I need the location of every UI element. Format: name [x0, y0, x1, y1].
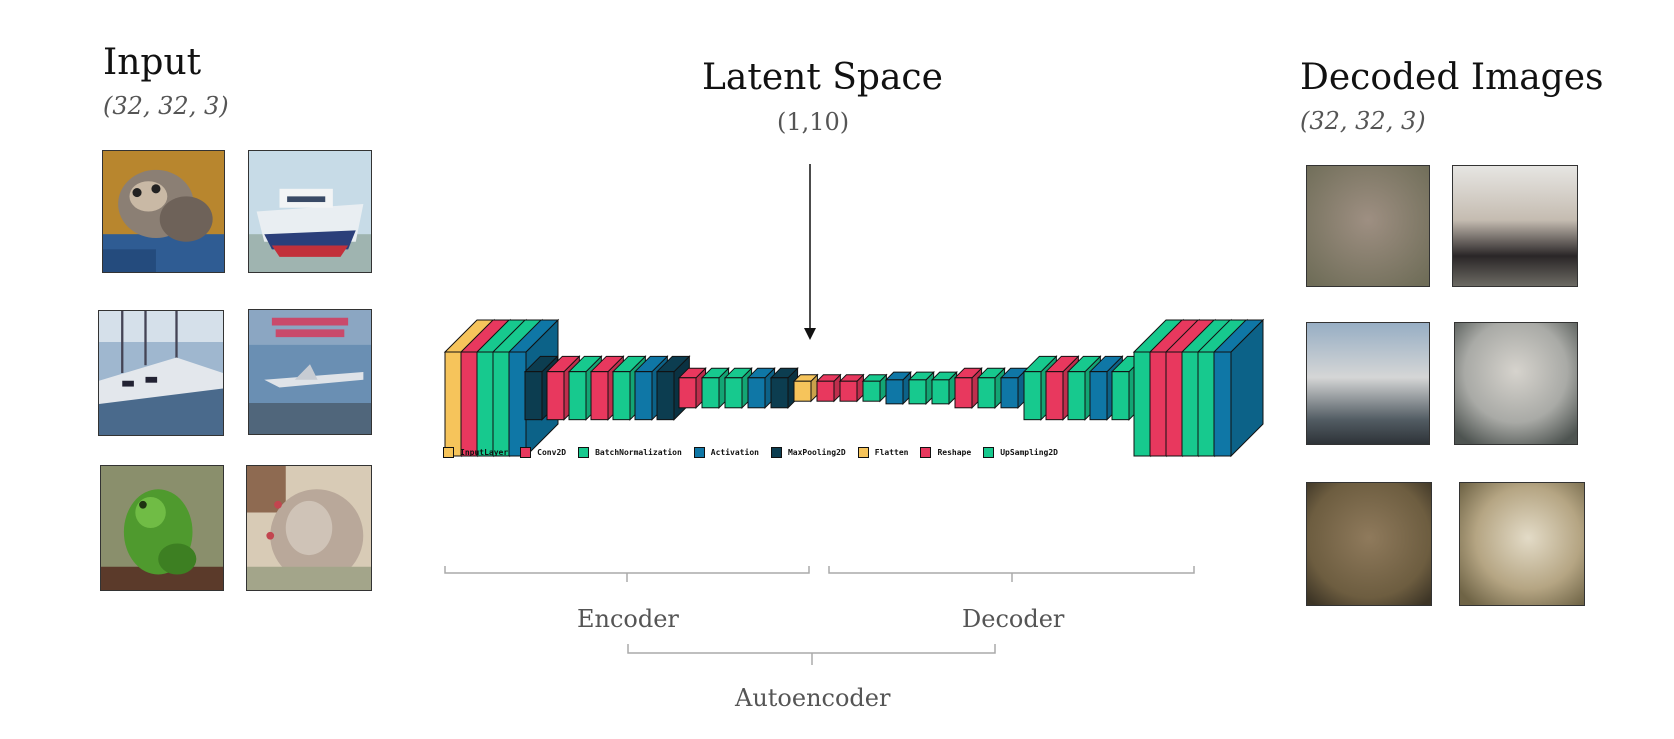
layer-block-activation	[1212, 318, 1265, 458]
legend-swatch	[443, 447, 454, 458]
layer-block-activation	[884, 370, 912, 406]
legend-swatch	[983, 447, 995, 458]
input-image-ship	[248, 150, 372, 273]
legend-swatch	[920, 447, 932, 458]
legend-swatch	[693, 447, 705, 458]
latent-shape: (1,10)	[777, 108, 850, 136]
legend-swatch	[520, 447, 532, 458]
encoder-label: Encoder	[577, 605, 679, 633]
layer-legend: InputLayer Conv2D BatchNormalization Activa…	[443, 447, 1070, 458]
decoded-title: Decoded Images	[1300, 57, 1604, 98]
input-shape: (32, 32, 3)	[103, 92, 229, 120]
legend-label: InputLayer	[460, 448, 509, 457]
legend-item-reshape: Reshape	[920, 447, 971, 458]
legend-label: Conv2D	[537, 448, 567, 457]
legend-label: MaxPooling2D	[787, 448, 846, 457]
decoded-image-5	[1306, 482, 1432, 606]
legend-swatch	[770, 447, 782, 458]
legend-item-upsampling2d: UpSampling2D	[983, 447, 1058, 458]
autoencoder-label: Autoencoder	[735, 684, 891, 712]
input-image-cat-face	[246, 465, 372, 591]
layer-block-batchnormalization	[907, 370, 935, 406]
decoded-image-4	[1454, 322, 1578, 445]
legend-label: Flatten	[874, 448, 909, 457]
legend-swatch	[857, 447, 869, 458]
layer-block-upsampling2d	[930, 370, 958, 406]
latent-arrow-head	[804, 328, 816, 340]
legend-swatch	[578, 447, 590, 458]
layer-block-conv2d	[838, 373, 865, 403]
input-image-cat	[102, 150, 225, 273]
legend-item-activation: Activation	[693, 447, 759, 458]
layer-block-reshape	[815, 373, 842, 403]
legend-label: UpSampling2D	[1000, 448, 1058, 457]
layer-block-flatten	[792, 373, 819, 403]
decoded-shape: (32, 32, 3)	[1300, 107, 1426, 135]
input-image-airplane-poster	[248, 309, 372, 435]
input-image-boat	[98, 310, 224, 436]
latent-title: Latent Space	[702, 57, 943, 98]
legend-item-inputlayer: InputLayer	[443, 447, 508, 458]
input-title: Input	[103, 42, 202, 83]
decoded-image-3	[1306, 322, 1430, 445]
legend-item-batchnormalization: BatchNormalization	[578, 447, 682, 458]
decoder-label: Decoder	[962, 605, 1065, 633]
legend-label: Reshape	[937, 448, 972, 457]
legend-item-flatten: Flatten	[857, 447, 909, 458]
legend-label: Activation	[710, 448, 759, 457]
decoded-image-2	[1452, 165, 1578, 287]
legend-label: BatchNormalization	[595, 448, 682, 457]
decoded-image-1	[1306, 165, 1430, 287]
layer-block-batchnormalization	[861, 373, 888, 403]
legend-item-conv2d: Conv2D	[520, 447, 566, 458]
input-image-frog	[100, 465, 224, 591]
legend-item-maxpooling2d: MaxPooling2D	[770, 447, 846, 458]
decoded-image-6	[1459, 482, 1585, 606]
